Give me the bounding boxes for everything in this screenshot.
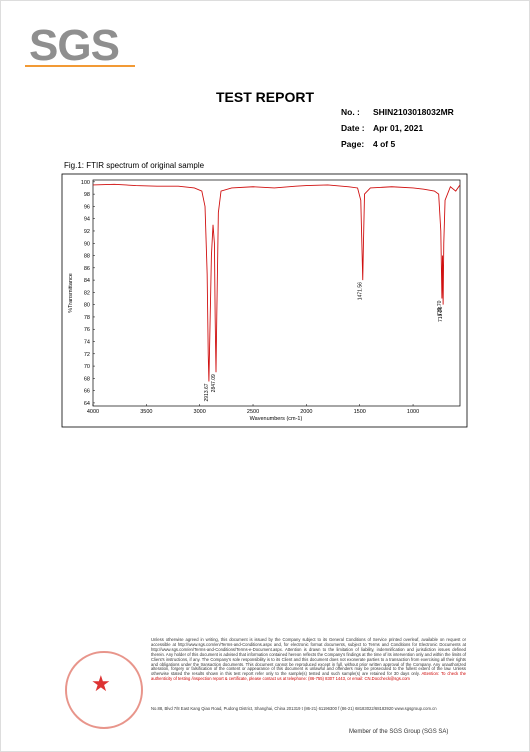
y-tick-label: 82 [84,290,90,296]
y-tick-label: 96 [84,204,90,210]
meta-value: Apr 01, 2021 [373,123,424,133]
meta-row: Page: 4 of 5 [341,139,395,149]
y-tick-label: 68 [84,376,90,382]
meta-value: SHIN2103018032MR [373,107,454,117]
meta-row: No. : SHIN2103018032MR [341,107,454,117]
meta-row: Date : Apr 01, 2021 [341,123,423,133]
y-tick-label: 90 [84,241,90,247]
figure-caption: Fig.1: FTIR spectrum of original sample [64,161,205,170]
y-tick-label: 94 [84,217,90,223]
x-tick-label: 3500 [140,409,152,415]
x-axis-label: Wavenumbers (cm-1) [250,416,303,422]
y-axis-label: %Transmittance [68,273,74,313]
peak-label: 2847.09 [211,374,217,392]
peak-label: 729.70 [437,300,443,316]
attention: Attention: To check the authenticity of … [151,671,466,682]
meta-key: Date : [341,123,365,133]
peak-label: 718.26 [438,306,444,322]
x-tick-label: 2000 [300,409,312,415]
x-tick-label: 1000 [407,409,419,415]
y-tick-label: 74 [84,340,90,346]
logo: SGS [29,21,120,70]
spectrum-line [92,183,461,382]
x-tick-label: 1500 [354,409,366,415]
address: No.88, Blvd 7/8 East Kang Qiao Road, Pud… [151,706,437,711]
chart-frame [61,173,468,428]
meta-key: Page: [341,139,365,149]
y-tick-label: 92 [84,229,90,235]
y-tick-label: 72 [84,352,90,358]
stamp [65,651,143,729]
y-tick-label: 64 [84,401,90,407]
y-tick-label: 100 [81,180,90,186]
disclaimer: Unless otherwise agreed in writing, this… [151,637,466,682]
y-tick-label: 80 [84,303,90,309]
report-title: TEST REPORT [216,89,315,105]
meta-key: No. : [341,107,360,117]
peak-label: 1471.56 [358,282,364,300]
member: Member of the SGS Group (SGS SA) [349,729,449,735]
y-tick-label: 88 [84,254,90,260]
stamp-star: ★ [91,671,111,696]
logo-line [25,65,135,67]
y-tick-label: 70 [84,364,90,370]
y-tick-label: 84 [84,278,90,284]
x-tick-label: 4000 [87,409,99,415]
plot-frame [92,179,461,407]
y-tick-label: 86 [84,266,90,272]
x-tick-label: 3000 [194,409,206,415]
y-tick-label: 76 [84,327,90,333]
y-tick-label: 66 [84,389,90,395]
meta-value: 4 of 5 [373,139,396,149]
x-tick-label: 2500 [247,409,259,415]
y-tick-label: 78 [84,315,90,321]
y-tick-label: 98 [84,192,90,198]
peak-label: 2913.67 [204,383,210,401]
disclaimer-text: Unless otherwise agreed in writing, this… [151,637,466,677]
